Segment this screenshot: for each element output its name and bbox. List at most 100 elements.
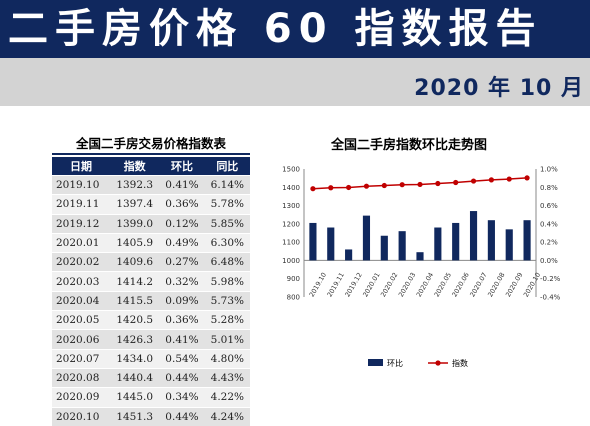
index-point-2020.01 xyxy=(363,183,370,189)
table-cell: 4.22% xyxy=(204,387,250,408)
table-cell: 5.28% xyxy=(204,310,250,330)
table-cell: 0.09% xyxy=(159,290,205,311)
table-cell: 5.01% xyxy=(204,329,250,350)
table-cell: 5.98% xyxy=(204,271,250,292)
table-cell: 5.85% xyxy=(204,213,250,234)
title-bar: 二手房价格 60 指数报告 xyxy=(0,0,590,58)
table-rule xyxy=(52,153,250,155)
table-row: 2020.01 1405.9 0.49% 6.30% xyxy=(52,232,250,253)
table-row: 2020.05 1420.5 0.36% 5.28% xyxy=(52,310,250,330)
table-cell: 2020.02 xyxy=(52,252,111,272)
index-point-2020.10 xyxy=(524,175,530,181)
index-point-2020.05 xyxy=(435,180,441,187)
table-body: 2019.10 1392.3 0.41% 6.14% 2019.11 1397.4 0.36… xyxy=(52,174,250,426)
price-index-table: 日期 指数 环比 同比 2019.10 1392.3 0.41% 6.14% 2019.11 1… xyxy=(52,157,250,426)
table-row: 2020.02 1409.6 0.27% 6.48% xyxy=(52,252,250,272)
table-cell: 4.43% xyxy=(204,367,250,388)
left-tick-label: 1200 xyxy=(282,220,300,228)
left-tick-label: 1100 xyxy=(282,239,300,247)
table-cell: 1405.9 xyxy=(110,232,160,253)
bar-2020.09 xyxy=(505,229,513,261)
right-tick-label: 0.6% xyxy=(540,202,558,210)
bar-2020.02 xyxy=(380,235,388,261)
index-chart: 800 900 1000 1100 1200 1300 1400 1500 -0.4% -0.2%… xyxy=(282,166,561,369)
index-point-2019.11 xyxy=(328,185,334,191)
column-header: 环比 xyxy=(159,157,205,176)
left-tick-label: 800 xyxy=(287,294,300,302)
bar-2020.06 xyxy=(452,222,460,261)
table-cell: 5.78% xyxy=(204,194,250,215)
table-cell: 5.73% xyxy=(204,290,250,311)
table-cell: 1414.2 xyxy=(110,271,160,292)
bar-2019.12 xyxy=(345,249,353,261)
table-cell: 2020.10 xyxy=(52,406,111,426)
bar-2019.10 xyxy=(309,222,317,261)
table-cell: 0.27% xyxy=(159,252,205,272)
table-cell: 2020.03 xyxy=(52,271,111,292)
table-row: 2019.10 1392.3 0.41% 6.14% xyxy=(52,174,250,195)
table-row: 2020.03 1414.2 0.32% 5.98% xyxy=(52,271,250,292)
left-tick-label: 1400 xyxy=(282,184,300,192)
bar-2020.08 xyxy=(487,220,495,261)
table-cell: 6.14% xyxy=(204,174,250,195)
left-tick-label: 1500 xyxy=(282,166,300,174)
index-point-2020.09 xyxy=(506,176,512,182)
index-point-2020.06 xyxy=(453,179,459,186)
right-tick-label: -0.2% xyxy=(540,275,561,283)
table-row: 2019.11 1397.4 0.36% 5.78% xyxy=(52,194,250,215)
right-tick-label: 0.0% xyxy=(540,257,558,265)
table-cell: 1445.0 xyxy=(110,387,160,408)
column-header: 指数 xyxy=(110,157,160,176)
table-cell: 0.34% xyxy=(159,387,205,408)
right-tick-label: 1.0% xyxy=(540,166,558,174)
bar-2019.11 xyxy=(327,227,335,261)
bar-2020.03 xyxy=(398,231,406,261)
table-cell: 1415.5 xyxy=(110,290,160,311)
table-cell: 1399.0 xyxy=(110,213,160,234)
right-tick-label: -0.4% xyxy=(540,294,561,302)
index-point-2019.10 xyxy=(310,186,316,192)
index-point-2020.03 xyxy=(399,182,405,188)
table-cell: 0.36% xyxy=(159,194,205,215)
table-row: 2020.08 1440.4 0.44% 4.43% xyxy=(52,367,250,388)
table-cell: 0.36% xyxy=(159,310,205,330)
table-cell: 2020.09 xyxy=(52,387,111,408)
table-cell: 1397.4 xyxy=(110,194,160,215)
table-cell: 2020.08 xyxy=(52,367,111,388)
right-tick-label: 0.2% xyxy=(540,239,558,247)
legend-line-marker xyxy=(435,360,441,366)
left-tick-label: 1300 xyxy=(282,202,300,210)
table-row: 2020.04 1415.5 0.09% 5.73% xyxy=(52,290,250,311)
table-cell: 4.24% xyxy=(204,406,250,426)
table-cell: 4.80% xyxy=(204,348,250,369)
index-point-2020.02 xyxy=(381,182,387,189)
table-header-row: 日期 指数 环比 同比 xyxy=(52,157,250,176)
bar-2020.01 xyxy=(362,215,371,261)
table-cell: 0.44% xyxy=(159,367,205,388)
table-cell: 0.12% xyxy=(159,213,205,234)
bar-2020.05 xyxy=(434,227,442,261)
date-bar: 2020 年 10 月 xyxy=(0,58,590,106)
table-cell: 2019.12 xyxy=(52,213,111,234)
report-date: 2020 年 10 月 xyxy=(414,76,584,101)
column-header: 同比 xyxy=(204,157,250,176)
table-cell: 0.49% xyxy=(159,232,205,253)
table-row: 2019.12 1399.0 0.12% 5.85% xyxy=(52,213,250,234)
table-cell: 6.48% xyxy=(204,252,250,272)
index-point-2020.08 xyxy=(488,177,494,183)
table-cell: 0.54% xyxy=(159,348,205,369)
left-tick-label: 1000 xyxy=(282,257,300,265)
table-row: 2020.10 1451.3 0.44% 4.24% xyxy=(52,406,250,426)
table-cell: 2020.05 xyxy=(52,310,111,330)
legend-line-label: 指数 xyxy=(452,358,468,368)
legend-bar-swatch xyxy=(368,359,383,366)
table-cell: 2019.11 xyxy=(52,194,111,215)
table-cell: 0.41% xyxy=(159,174,205,195)
table-cell: 1451.3 xyxy=(110,406,160,426)
bar-2020.07 xyxy=(469,211,478,261)
table-row: 2020.09 1445.0 0.34% 4.22% xyxy=(52,387,250,408)
table-row: 2020.07 1434.0 0.54% 4.80% xyxy=(52,348,250,369)
index-point-2019.12 xyxy=(346,184,352,191)
right-tick-label: 0.4% xyxy=(540,220,558,228)
chart-title: 全国二手房指数环比走势图 xyxy=(330,138,487,153)
